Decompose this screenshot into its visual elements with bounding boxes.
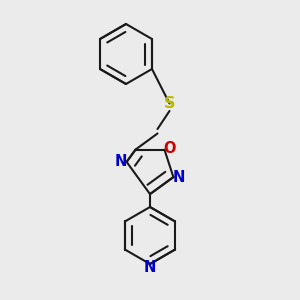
Text: N: N bbox=[144, 260, 156, 274]
Text: N: N bbox=[115, 154, 128, 169]
Text: N: N bbox=[172, 170, 185, 185]
Text: O: O bbox=[164, 141, 176, 156]
Text: S: S bbox=[164, 96, 175, 111]
